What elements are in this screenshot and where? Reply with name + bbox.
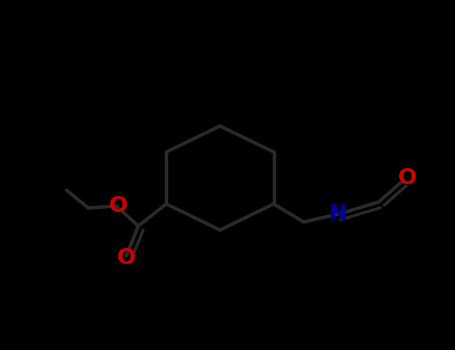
Text: O: O <box>398 168 417 188</box>
Text: O: O <box>117 248 136 268</box>
Text: O: O <box>109 196 128 216</box>
Text: N: N <box>329 204 348 224</box>
